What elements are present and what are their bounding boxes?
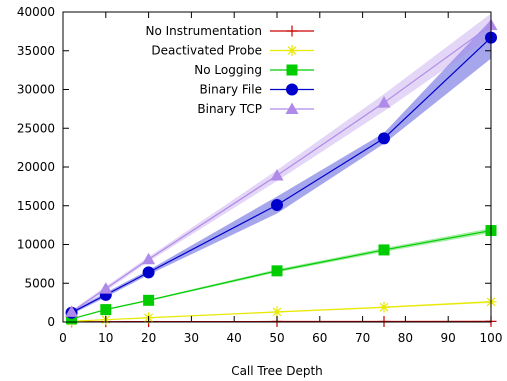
legend-label-no-logging: No Logging: [194, 63, 262, 77]
x-tick-label: 60: [312, 331, 327, 345]
band-binary-tcp: [71, 13, 491, 314]
point-binary-tcp: [270, 169, 284, 181]
y-tick-label: 15000: [17, 199, 55, 213]
point-no-logging: [66, 313, 78, 325]
point-binary-file: [271, 198, 283, 211]
x-axis-title: Call Tree Depth: [231, 364, 323, 378]
x-tick-label: 70: [355, 331, 370, 345]
x-tick-label: 30: [184, 331, 199, 345]
line-binary-file: [71, 37, 492, 314]
legend-marker-deactivated-probe: [286, 45, 298, 56]
line-no-logging: [71, 229, 492, 320]
y-tick-label: 10000: [17, 238, 55, 252]
legend-marker-no-logging: [286, 64, 298, 76]
x-tick-label: 80: [398, 331, 413, 345]
legend: No Instrumentation Deactivated Probe No Lo…: [146, 24, 314, 116]
point-binary-tcp: [65, 305, 79, 317]
x-tick-label: 20: [141, 331, 156, 345]
line-deactivated-probe: [71, 301, 492, 322]
axis-ticks: 0 10 20 30 40 50 60 70 80 90 100 0 5000 10000 15000 200…: [17, 5, 503, 345]
legend-marker-binary-file: [286, 83, 298, 96]
legend-marker-no-instrumentation: [286, 25, 298, 37]
point-no-logging: [271, 265, 283, 277]
y-tick-label: 25000: [17, 121, 55, 135]
legend-label-binary-tcp: Binary TCP: [197, 102, 262, 116]
point-deactivated-probe: [378, 301, 390, 313]
y-tick-label: 40000: [17, 5, 55, 19]
x-tick-label: 0: [59, 331, 67, 345]
point-no-logging: [378, 244, 390, 256]
point-no-logging: [100, 304, 112, 316]
x-tick-label: 90: [441, 331, 456, 345]
point-binary-tcp: [99, 282, 113, 294]
y-tick-label: 30000: [17, 83, 55, 97]
point-binary-tcp: [142, 252, 156, 265]
x-tick-label: 10: [98, 331, 113, 345]
legend-marker-binary-tcp: [285, 102, 299, 114]
point-binary-tcp: [377, 96, 391, 108]
x-tick-label: 50: [269, 331, 284, 345]
y-tick-label: 0: [47, 315, 55, 329]
y-tick-label: 5000: [24, 276, 55, 290]
y-tick-label: 35000: [17, 44, 55, 58]
y-tick-label: 20000: [17, 160, 55, 174]
legend-label-no-instrumentation: No Instrumentation: [146, 24, 263, 38]
point-no-logging: [143, 294, 155, 306]
x-tick-label: 40: [227, 331, 242, 345]
point-no-instrumentation: [378, 315, 390, 327]
point-binary-file: [142, 266, 155, 279]
point-deactivated-probe: [271, 306, 283, 318]
x-tick-label: 100: [480, 331, 503, 345]
point-binary-file: [378, 132, 390, 145]
legend-label-binary-file: Binary File: [200, 83, 262, 97]
legend-label-deactivated-probe: Deactivated Probe: [151, 44, 262, 58]
